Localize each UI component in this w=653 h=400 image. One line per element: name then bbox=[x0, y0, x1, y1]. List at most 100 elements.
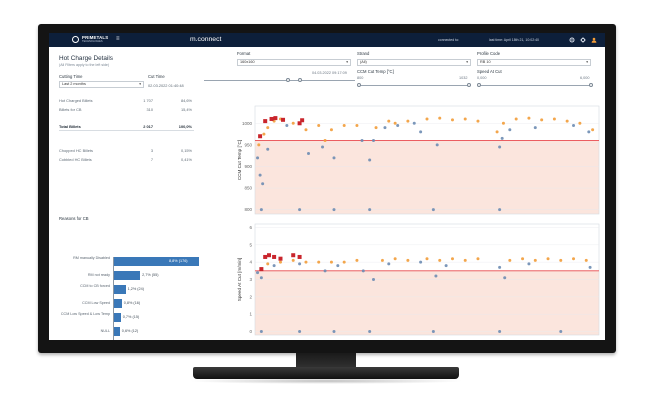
page-title: Hot Charge Details bbox=[59, 55, 113, 62]
data-point bbox=[500, 136, 504, 140]
cut-time-slider-handle-end[interactable] bbox=[298, 78, 302, 82]
scatter-charts[interactable]: 800 850 900 950 1000 CCM Cut Temp [°C] 0 1 2 3 4 5 6… bbox=[237, 102, 605, 340]
y-tick-label: 1000 bbox=[242, 121, 253, 126]
data-point bbox=[533, 126, 537, 130]
speed-slider-track[interactable] bbox=[479, 85, 591, 86]
temp-slider-handle-max[interactable] bbox=[467, 83, 471, 87]
data-point bbox=[559, 330, 563, 334]
speed-slider-handle-min[interactable] bbox=[477, 83, 481, 87]
screen: PRIMETALS TECHNOLOGIES ≡ m.connect conne… bbox=[49, 33, 605, 340]
data-point bbox=[298, 208, 302, 212]
data-point bbox=[332, 208, 336, 212]
data-point bbox=[578, 121, 582, 125]
data-point bbox=[419, 130, 423, 134]
reason-bar[interactable] bbox=[114, 257, 199, 266]
data-point bbox=[476, 119, 480, 123]
reason-label: NULL bbox=[100, 329, 110, 333]
stat-value: 1 707 bbox=[143, 98, 153, 103]
data-point bbox=[261, 182, 265, 186]
speed-min-value: 0,000 bbox=[477, 76, 487, 80]
reason-bar[interactable] bbox=[114, 285, 126, 294]
data-point bbox=[323, 269, 327, 273]
data-point bbox=[476, 257, 480, 261]
reason-bar[interactable] bbox=[114, 299, 122, 308]
stat-percent: 15,4% bbox=[180, 107, 192, 112]
data-point bbox=[387, 262, 391, 266]
data-point bbox=[450, 118, 454, 122]
right-panel: Format 160x160 ▾ Strand (All) ▾ Profile … bbox=[204, 47, 605, 340]
profile-code-dropdown[interactable]: RB 10 ▾ bbox=[477, 59, 591, 66]
stat-percent: 84,6% bbox=[180, 98, 192, 103]
stat-percent: 0,41% bbox=[180, 157, 192, 162]
data-point bbox=[259, 267, 264, 272]
data-point bbox=[559, 258, 563, 262]
temp-slider-track[interactable] bbox=[359, 85, 469, 86]
data-point bbox=[412, 121, 416, 125]
format-dropdown[interactable]: 160x160 ▾ bbox=[237, 59, 351, 66]
temp-slider-handle-min[interactable] bbox=[357, 83, 361, 87]
cut-time-slider-handle-start[interactable] bbox=[286, 78, 290, 82]
data-point bbox=[266, 126, 270, 130]
cut-time-end: 04.03.2022 09:17:09 bbox=[312, 71, 347, 75]
user-icon[interactable] bbox=[591, 37, 597, 43]
data-point bbox=[431, 208, 435, 212]
data-point bbox=[587, 130, 591, 134]
data-point bbox=[368, 158, 372, 162]
data-point bbox=[269, 116, 274, 121]
stat-value: 2 017 bbox=[143, 124, 153, 129]
cut-time-slider-track[interactable] bbox=[204, 80, 355, 81]
y-tick-label: 900 bbox=[244, 164, 252, 169]
reason-label: RM not ready bbox=[87, 273, 110, 277]
reason-bar[interactable] bbox=[114, 327, 120, 336]
data-point bbox=[514, 117, 518, 121]
speed-slider-handle-max[interactable] bbox=[589, 83, 593, 87]
reason-value: 0,7% (15) bbox=[122, 315, 140, 319]
stand-shadow bbox=[188, 378, 464, 384]
reason-bar[interactable] bbox=[114, 313, 121, 322]
data-point bbox=[259, 208, 263, 212]
stat-label: Total Billets bbox=[59, 124, 81, 129]
reasons-axis bbox=[113, 257, 114, 340]
data-point bbox=[444, 264, 448, 268]
settings-gear-icon[interactable] bbox=[569, 37, 575, 43]
stat-label: Cobbled HC Billets bbox=[59, 157, 92, 162]
strand-dropdown[interactable]: (All) ▾ bbox=[357, 59, 471, 66]
data-point bbox=[591, 128, 595, 132]
data-point bbox=[266, 262, 270, 266]
cutting-time-dropdown[interactable]: Last 2 months ▾ bbox=[59, 81, 144, 88]
y-axis-label: Speed At Cut [m/min] bbox=[237, 258, 242, 301]
hamburger-menu-icon[interactable]: ≡ bbox=[116, 36, 120, 42]
threshold-band bbox=[255, 140, 599, 214]
data-point bbox=[533, 258, 537, 262]
data-point bbox=[342, 260, 346, 264]
top-bar: PRIMETALS TECHNOLOGIES ≡ m.connect conne… bbox=[49, 33, 605, 47]
data-point bbox=[332, 156, 336, 160]
reason-value: 1,2% (24) bbox=[127, 287, 145, 291]
y-tick-label: 4 bbox=[249, 260, 252, 265]
data-point bbox=[368, 208, 372, 212]
y-tick-label: 800 bbox=[244, 207, 252, 212]
data-point bbox=[300, 118, 305, 123]
gear-icon[interactable] bbox=[580, 37, 586, 43]
plot-frame bbox=[254, 105, 600, 215]
data-point bbox=[263, 119, 268, 124]
data-point bbox=[508, 128, 512, 132]
data-point bbox=[355, 258, 359, 262]
reason-bar[interactable] bbox=[114, 271, 141, 280]
stat-label: Chopped HC Billets bbox=[59, 148, 93, 153]
ccm-cut-temp-label: CCM Cut Temp [°C] bbox=[357, 69, 394, 74]
stat-value: 310 bbox=[146, 107, 154, 112]
data-point bbox=[393, 121, 397, 125]
y-tick-label: 0 bbox=[249, 329, 252, 334]
data-point bbox=[332, 330, 336, 334]
reason-value: 0,8% (16) bbox=[123, 301, 141, 305]
profile-code-label: Profile Code bbox=[477, 51, 501, 56]
data-point bbox=[263, 254, 268, 259]
chevron-down-icon: ▾ bbox=[586, 60, 588, 64]
cutting-time-value: Last 2 months bbox=[62, 82, 86, 86]
data-point bbox=[291, 121, 295, 125]
stat-value: 7 bbox=[150, 157, 153, 162]
format-value: 160x160 bbox=[240, 60, 255, 64]
profile-code-value: RB 10 bbox=[480, 60, 491, 64]
reason-value: 8,8% (176) bbox=[169, 259, 188, 263]
